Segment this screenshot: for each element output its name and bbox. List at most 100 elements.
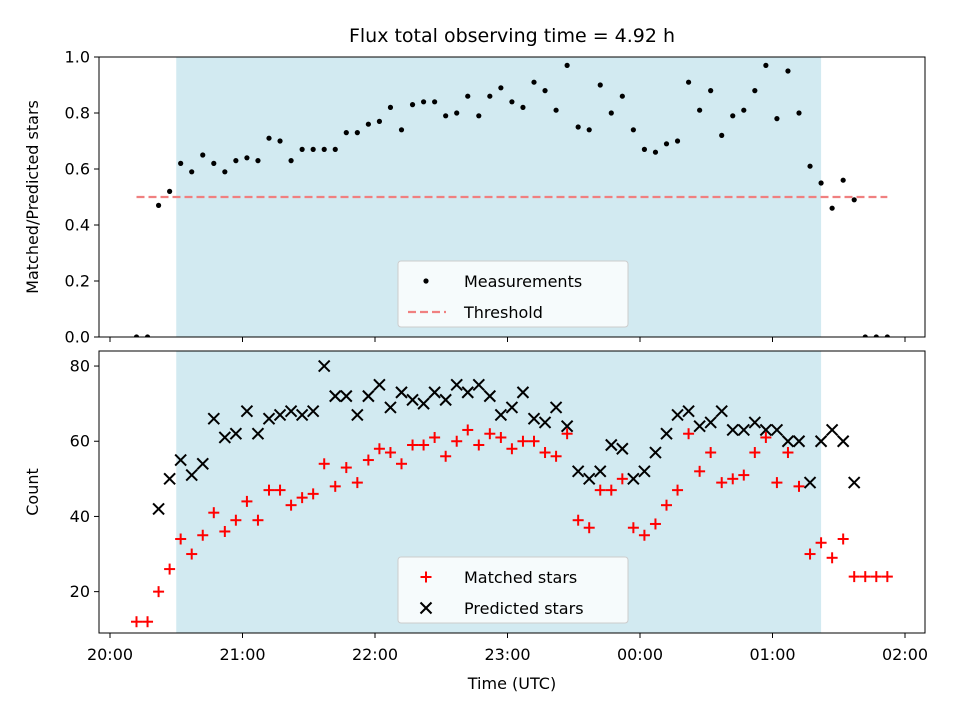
measurement-point [178,160,184,166]
measurement-point [343,130,349,136]
x-b [306,404,320,418]
measurement-point [796,110,802,116]
x-b [848,476,861,489]
measurement-point [144,334,151,337]
matched-point [362,454,374,466]
predicted-point [560,419,574,433]
matched-point [495,431,507,443]
matched-point [649,518,661,530]
measurement-point [774,116,780,122]
measurement-point [663,141,670,147]
x-b [384,401,397,414]
predicted-point [439,393,452,407]
measurement-point [719,132,725,138]
matched-point [142,616,154,628]
measurement-point [498,85,504,91]
matched-point [451,435,463,447]
predicted-point [251,427,265,440]
measurement-point [818,180,824,186]
predicted-point [671,408,684,422]
x-b [538,416,552,429]
legend-entry-label: Threshold [463,303,543,322]
measurement-point [608,110,614,116]
matched-point [384,447,396,459]
measurement-point [708,88,714,94]
count-panel: 20 40 60 80 20:00 21:00 22:00 23:00 00:00 01:00 02… [23,350,928,693]
matched-point [164,563,176,575]
predicted-point [627,472,640,486]
predicted-point [638,465,651,478]
measurement-point [387,104,394,110]
matched-point [131,616,142,628]
matched-point [373,443,385,455]
predicted-point [163,472,176,486]
x-b [571,465,585,478]
x-b [803,476,817,489]
predicted-point [351,408,364,422]
predicted-point [185,468,198,482]
predicted-point [726,423,739,437]
y-tick-label: 20 [70,582,90,601]
predicted-point [715,404,728,418]
matched-point [859,571,871,583]
measurement-point [200,152,206,158]
matched-point [561,428,573,440]
x-b [549,401,563,414]
matched-point [208,507,220,519]
x-b [428,386,441,399]
x-b [185,468,198,482]
x-b [163,472,176,486]
y-axis-label: Count [23,468,42,516]
predicted-point [461,386,474,399]
matched-point [528,435,540,447]
matched-point [804,548,816,560]
matched-point [296,492,308,504]
measurement-point [233,158,239,164]
measurement-point [310,146,316,152]
matched-point [826,552,838,564]
predicted-point [770,423,784,437]
matched-point [285,499,297,511]
measurement-point [730,113,736,119]
x-b [781,435,795,448]
matched-point [705,447,717,459]
predicted-point [428,386,441,399]
matched-point [793,480,805,492]
measurement-point [752,88,758,94]
predicted-point [848,476,861,489]
x-b [759,423,773,437]
x-b [704,416,717,429]
matched-point [153,586,165,598]
predicted-point [306,404,320,418]
measurement-point [564,62,570,68]
predicted-point [825,423,839,437]
measurement-point [619,93,625,99]
matched-point [263,484,275,496]
predicted-point [218,431,232,444]
x-b [329,389,342,403]
x-b [748,416,762,429]
matched-point [517,435,529,447]
y-tick-label: 0.0 [65,328,90,347]
matched-point [815,537,827,549]
matched-point [407,439,419,451]
measurement-point [630,127,636,133]
matched-point [307,488,319,500]
x-b [472,378,485,392]
matched-point [318,458,330,470]
predicted-point [196,457,209,471]
predicted-point [152,502,165,516]
series-measurements [133,62,890,337]
x-b [273,408,287,422]
matched-point [473,439,485,451]
predicted-point [549,401,563,414]
predicted-point [781,435,795,448]
predicted-point [494,408,508,422]
predicted-point [759,423,773,437]
measurement-point [332,146,338,152]
x-b [726,423,739,437]
measurement-point [155,202,162,208]
series-matched-stars [131,424,893,628]
measurement-point [641,146,648,152]
ratio-panel: 0.0 0.2 0.4 0.6 0.8 1.0 Matched/Predicted star… [23,48,926,347]
